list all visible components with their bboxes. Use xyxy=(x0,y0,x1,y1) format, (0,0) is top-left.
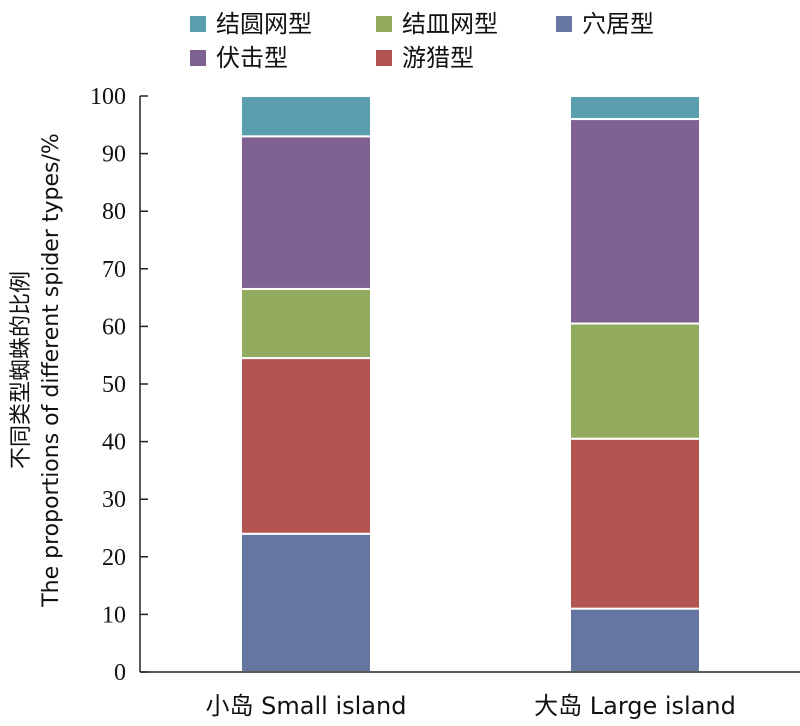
legend-label: 结皿网型 xyxy=(402,10,498,38)
x-category-label: 小岛 Small island xyxy=(206,692,407,720)
legend-label: 伏击型 xyxy=(216,44,288,72)
bar-segment xyxy=(569,322,701,440)
y-tick-label: 30 xyxy=(102,487,126,513)
legend-swatch xyxy=(556,16,572,32)
y-tick-label: 0 xyxy=(114,660,126,686)
bars xyxy=(240,95,701,674)
bar-segment xyxy=(569,437,701,610)
y-tick-label: 70 xyxy=(102,257,126,283)
y-axis-title-chinese: 不同类型蜘蛛的比例 xyxy=(9,271,34,469)
x-category-label: 大岛 Large island xyxy=(534,692,736,720)
y-tick-label: 20 xyxy=(102,545,126,571)
y-tick-label: 10 xyxy=(102,602,126,628)
y-axis-title-english: The proportions of different spider type… xyxy=(39,133,64,608)
legend-swatch xyxy=(190,16,206,32)
legend-label: 穴居型 xyxy=(582,10,654,38)
y-tick-label: 50 xyxy=(102,372,126,398)
bar-segment xyxy=(569,607,701,674)
y-axis: 0 10 20 30 40 50 60 70 80 90 100 xyxy=(90,84,148,686)
y-tick-label: 90 xyxy=(102,142,126,168)
bar-segment xyxy=(240,357,372,535)
y-tick-label: 100 xyxy=(90,84,126,110)
legend-label: 结圆网型 xyxy=(216,10,312,38)
bar-segment xyxy=(569,95,701,121)
legend-label: 游猎型 xyxy=(402,44,474,72)
y-tick-label: 60 xyxy=(102,314,126,340)
bar-segment xyxy=(240,287,372,360)
bar-segment xyxy=(240,532,372,674)
y-tick-label: 80 xyxy=(102,199,126,225)
x-axis: 小岛 Small island 大岛 Large island xyxy=(140,671,800,720)
y-axis-title: 不同类型蜘蛛的比例 The proportions of different s… xyxy=(9,133,64,608)
bar-segment xyxy=(240,95,372,138)
bar-segment xyxy=(240,135,372,290)
bar-segment xyxy=(569,118,701,325)
legend-swatch xyxy=(376,50,392,66)
legend-swatch xyxy=(190,50,206,66)
y-tick-label: 40 xyxy=(102,430,126,456)
legend-swatch xyxy=(376,16,392,32)
